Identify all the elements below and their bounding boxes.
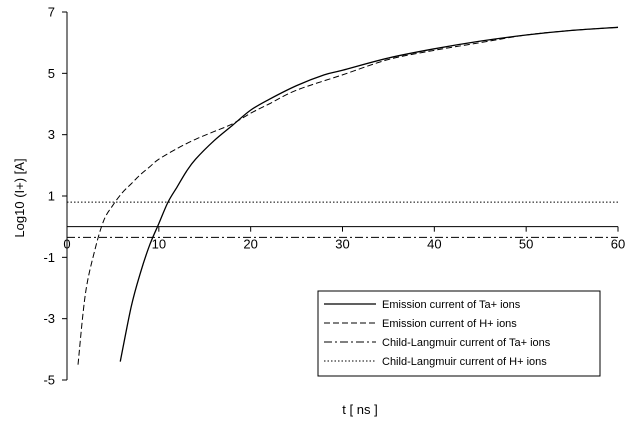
x-tick-label: 10 <box>152 237 166 252</box>
y-tick-label: 3 <box>48 127 55 142</box>
y-tick-label: -3 <box>43 311 55 326</box>
legend-box <box>317 290 601 377</box>
legend-label: Child-Langmuir current of Ta+ ions <box>382 337 551 349</box>
y-tick-label: -5 <box>43 373 55 388</box>
tick-labels: -5 -3 -1 1 3 5 7 0 10 20 30 40 50 60 <box>43 5 625 388</box>
y-tick-label: 7 <box>48 5 55 20</box>
series-h-emission-line <box>77 26 619 365</box>
y-axis-title: Log10 (I+) [A] <box>12 158 27 237</box>
x-tick-label: 20 <box>243 237 257 252</box>
legend: Emission current of Ta+ ions Emission cur… <box>317 290 601 377</box>
legend-label: Emission current of H+ ions <box>382 318 517 330</box>
series-layer <box>67 26 619 365</box>
x-tick-label: 40 <box>427 237 441 252</box>
x-tick-label: 60 <box>611 237 625 252</box>
x-axis-title: t [ ns ] <box>342 402 377 417</box>
y-tick-label: 5 <box>48 66 55 81</box>
y-tick-label: 1 <box>48 189 55 204</box>
x-tick-label: 50 <box>519 237 533 252</box>
y-tick-label: -1 <box>43 250 55 265</box>
x-tick-label: 0 <box>63 237 70 252</box>
x-tick-label: 30 <box>335 237 349 252</box>
legend-label: Child-Langmuir current of H+ ions <box>382 356 547 368</box>
series-ta-emission-line <box>119 26 619 362</box>
legend-label: Emission current of Ta+ ions <box>382 299 521 311</box>
